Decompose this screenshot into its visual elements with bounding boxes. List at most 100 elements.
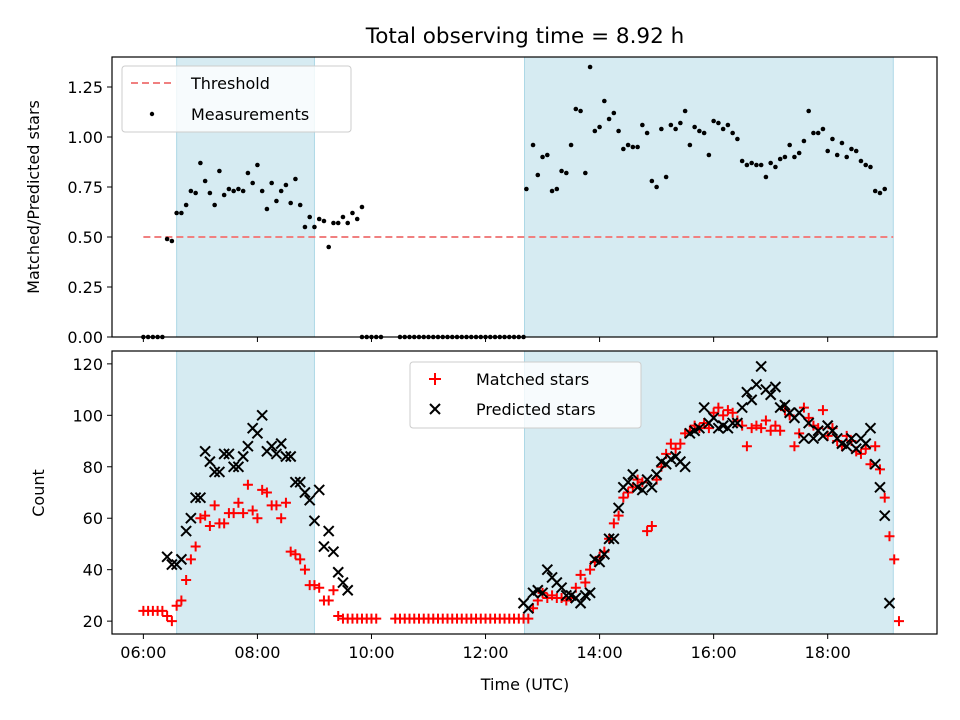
measurements-point (217, 168, 222, 174)
count-y-tick-label: 80 (83, 458, 103, 477)
predicted-stars-point (536, 587, 549, 599)
predicted-stars-point (879, 509, 891, 522)
matched-stars-point (889, 554, 900, 565)
predicted-stars-point (175, 553, 188, 566)
ratio-shaded-interval (524, 56, 894, 338)
predicted-stars-point (840, 440, 853, 452)
measurements-point (806, 108, 811, 114)
matched-stars-point (879, 492, 890, 503)
legend-matched-swatch (429, 373, 441, 385)
matched-stars-point (675, 438, 686, 449)
predicted-stars-point (608, 533, 620, 545)
measurements-point (668, 122, 674, 128)
predicted-stars-point (242, 440, 254, 452)
matched-stars-point (299, 564, 310, 575)
x-tick-label: 18:00 (805, 643, 851, 662)
predicted-stars-point (275, 437, 287, 450)
measurements-point (730, 130, 735, 136)
measurements-point (326, 244, 332, 250)
predicted-stars-point (256, 409, 268, 422)
measurements-point (882, 186, 888, 192)
x-tick-label: 06:00 (120, 643, 166, 662)
measurements-point (188, 188, 194, 194)
measurements-point (179, 210, 184, 216)
measurements-point (749, 160, 754, 166)
predicted-stars-point (313, 484, 325, 496)
count-y-ticks: 20 40 60 80 100 120 (72, 355, 112, 631)
measurements-point (739, 158, 745, 164)
x-tick-label: 10:00 (348, 643, 394, 662)
matched-stars-point (613, 510, 624, 521)
count-legend-frame (409, 361, 642, 429)
matched-stars-point (760, 415, 771, 426)
measurements-point (606, 116, 612, 122)
matched-stars-point (200, 510, 211, 521)
predicted-stars-point (185, 512, 197, 524)
matched-stars-point (770, 420, 781, 431)
measurements-point (725, 122, 731, 128)
measurements-point (872, 188, 878, 194)
measurements-point (849, 146, 854, 152)
measurements-point (877, 190, 883, 196)
predicted-stars-point (869, 458, 881, 470)
matched-stars-point (708, 407, 719, 418)
measurements-point (796, 150, 802, 156)
predicted-stars-point (342, 584, 354, 596)
matched-stars-point (775, 425, 786, 436)
matched-stars-point (646, 520, 657, 531)
count-y-tick-label: 100 (72, 406, 103, 425)
measurements-point (616, 128, 621, 134)
predicted-stars-point (270, 448, 283, 460)
predicted-stars-point (817, 430, 829, 442)
measurements-point (768, 160, 773, 166)
measurements-point (226, 186, 232, 192)
measurements-point (549, 188, 555, 194)
measurements-point (524, 186, 529, 192)
measurements-point (283, 182, 289, 188)
measurements-point (687, 142, 693, 148)
matched-stars-point (893, 616, 904, 627)
measurements-point (573, 106, 579, 112)
matched-stars-point (157, 605, 168, 616)
ratio-panel: 0.00 0.25 0.50 0.75 1.00 1.25 Matched/Predict… (24, 56, 938, 347)
measurements-point (673, 126, 678, 132)
measurements-point (293, 176, 298, 182)
measurements-point (278, 188, 284, 194)
measurements-point (611, 110, 617, 116)
measurements-point (207, 190, 213, 196)
measurements-point (340, 214, 346, 220)
matched-stars-point (718, 410, 729, 421)
x-tick-label: 14:00 (577, 643, 623, 662)
predicted-stars-point (574, 597, 587, 609)
predicted-stars-point (741, 386, 753, 398)
x-tick-label: 12:00 (462, 643, 508, 662)
measurements-point (578, 108, 583, 114)
predicted-stars-point (807, 432, 820, 445)
matched-stars-point (233, 497, 244, 508)
legend-measurements-swatch (149, 111, 155, 117)
measurements-point (815, 130, 821, 136)
predicted-stars-point (308, 515, 321, 527)
matched-stars-point (162, 610, 173, 621)
measurements-point (583, 170, 588, 176)
measurements-point (245, 170, 251, 176)
predicted-stars-point (560, 589, 573, 602)
predicted-stars-point (646, 481, 658, 494)
measurements-point (592, 128, 598, 134)
measurements-point (269, 180, 274, 186)
matched-stars-point (765, 425, 776, 436)
measurements-point (635, 144, 640, 150)
predicted-stars-point (850, 443, 862, 455)
predicted-stars-point (598, 548, 611, 560)
matched-stars-point (523, 613, 534, 624)
ratio-y-tick-label: 0.50 (67, 228, 103, 247)
count-shaded-interval (176, 350, 315, 635)
matched-stars-point (280, 497, 291, 508)
measurements-point (540, 154, 545, 160)
predicted-stars-point (251, 427, 264, 440)
measurements-point (316, 216, 322, 222)
count-y-axis-label: Count (29, 469, 48, 517)
measurements-point (820, 126, 826, 132)
figure-title: Total observing time = 8.92 h (365, 24, 685, 49)
measurements-point (183, 202, 189, 208)
